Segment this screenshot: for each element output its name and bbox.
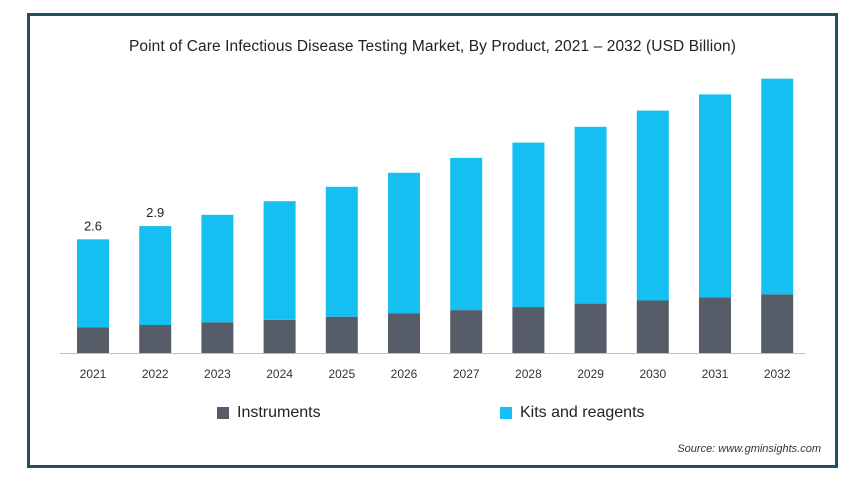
x-tick-label-2031: 2031	[702, 367, 729, 381]
x-tick-label-2029: 2029	[577, 367, 604, 381]
legend-label-kits-and-reagents: Kits and reagents	[520, 404, 645, 421]
bar-instruments-2022	[139, 325, 172, 353]
bar-kits-and-reagents-2025	[325, 186, 358, 317]
x-tick-label-2024: 2024	[266, 367, 293, 381]
bar-kits-and-reagents-2030	[636, 110, 669, 301]
x-tick-label-2021: 2021	[80, 367, 107, 381]
chart-frame: Point of Care Infectious Disease Testing…	[27, 13, 838, 468]
bar-kits-and-reagents-2027	[450, 157, 483, 311]
legend-item-instruments: Instruments	[217, 404, 321, 422]
x-tick-label-2032: 2032	[764, 367, 791, 381]
bar-kits-and-reagents-2031	[699, 94, 731, 298]
data-label-2021: 2.6	[84, 218, 102, 233]
x-tick-label-2030: 2030	[639, 367, 666, 381]
bar-kits-and-reagents-2026	[388, 172, 420, 314]
x-tick-label-2022: 2022	[142, 367, 169, 381]
bar-instruments-2031	[699, 297, 731, 353]
x-tick-label-2028: 2028	[515, 367, 542, 381]
stacked-bar-chart: 2021 2022 2023 2024 2025 2026 2027 2028 2029 2030…	[60, 78, 805, 381]
bar-instruments-2029	[574, 303, 607, 353]
x-tick-label-2026: 2026	[391, 367, 418, 381]
bar-instruments-2028	[512, 307, 545, 353]
bar-kits-and-reagents-2023	[201, 214, 234, 323]
bar-kits-and-reagents-2022	[139, 226, 172, 325]
legend-swatch-kits-and-reagents	[500, 407, 512, 419]
bar-instruments-2032	[761, 294, 794, 353]
bar-instruments-2026	[388, 313, 420, 353]
bar-kits-and-reagents-2032	[761, 78, 794, 295]
bar-kits-and-reagents-2024	[263, 201, 296, 320]
bar-kits-and-reagents-2028	[512, 142, 545, 308]
bar-instruments-2030	[636, 300, 669, 353]
legend-item-kits-and-reagents: Kits and reagents	[500, 404, 645, 422]
x-tick-label-2027: 2027	[453, 367, 480, 381]
chart-legend: Instruments Kits and reagents	[30, 404, 835, 426]
data-label-2022: 2.9	[146, 205, 164, 220]
legend-swatch-instruments	[217, 407, 229, 419]
bar-instruments-2024	[263, 319, 296, 354]
bar-instruments-2021	[77, 327, 109, 353]
bar-instruments-2027	[450, 310, 483, 353]
x-tick-label-2023: 2023	[204, 367, 231, 381]
bar-instruments-2023	[201, 322, 234, 353]
x-tick-label-2025: 2025	[328, 367, 355, 381]
bar-kits-and-reagents-2021	[77, 239, 109, 328]
bar-kits-and-reagents-2029	[574, 126, 607, 304]
source-note: Source: www.gminsights.com	[677, 443, 821, 455]
legend-label-instruments: Instruments	[237, 404, 321, 421]
chart-title: Point of Care Infectious Disease Testing…	[128, 38, 737, 55]
bar-instruments-2025	[325, 316, 358, 353]
